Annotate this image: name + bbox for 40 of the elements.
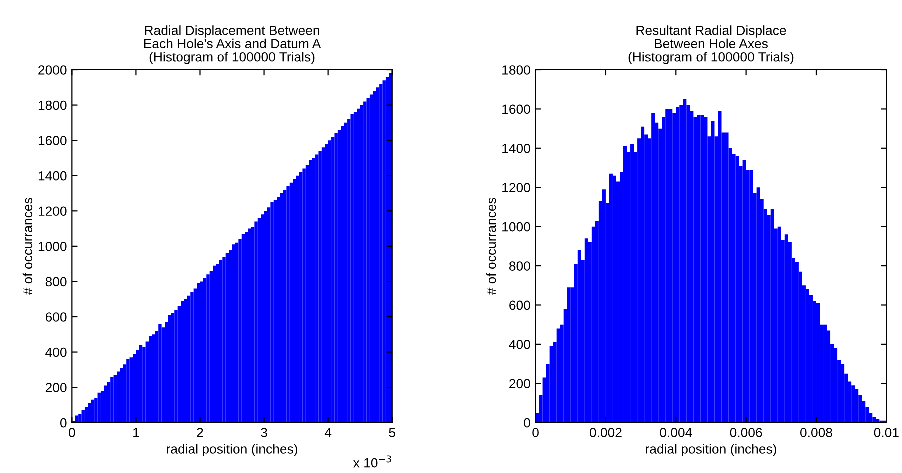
y-tick-label: 1000 <box>502 222 530 232</box>
y-tick-label: 600 <box>46 312 67 322</box>
y-tick-label: 2000 <box>38 66 67 75</box>
y-tick-label: 1400 <box>38 171 67 181</box>
y-tick-label: 1800 <box>38 100 67 110</box>
y-tick-label: 1200 <box>38 206 67 216</box>
y-tick-label: 800 <box>509 262 530 271</box>
x-tick-label: 3 <box>261 428 268 438</box>
y-axis-title: # of occurrances <box>22 198 33 296</box>
y-tick-label: 1400 <box>502 144 530 154</box>
y-tick-label: 600 <box>510 300 530 310</box>
x-axis-title: radial position (inches) <box>167 444 298 456</box>
x-tick-label: 5 <box>389 428 396 438</box>
y-tick-label: 400 <box>46 348 67 358</box>
y-tick-label: 200 <box>46 383 67 392</box>
y-tick-label: 1800 <box>502 66 530 75</box>
x-tick-label: 0.008 <box>800 428 832 438</box>
x-tick-label: 0 <box>532 428 539 438</box>
y-tick-label: 0 <box>60 418 67 428</box>
x-tick-label: 1 <box>134 428 140 438</box>
x-tick-label: 0.01 <box>874 428 899 438</box>
x-tick-label: 2 <box>197 428 204 438</box>
y-axis-title: # of occurrances <box>486 198 496 296</box>
y-tick-label: 400 <box>509 340 530 350</box>
y-tick-label: 200 <box>510 379 530 389</box>
y-tick-label: 800 <box>46 277 67 287</box>
x-tick-label: 4 <box>324 428 332 438</box>
x-tick-label: 0.002 <box>590 428 622 438</box>
x-tick-label: 0 <box>69 428 76 438</box>
x-axis-title: radial position (inches) <box>646 444 776 456</box>
chart-title: Resultant Radial Displace Between Hole Axes (Histogram of 100000 Trials) <box>628 26 794 64</box>
y-tick-label: 1600 <box>38 136 67 146</box>
y-tick-label: 1200 <box>502 183 530 193</box>
chart-title: Radial Displacement Between Each Hole's Axis and Datum A (Histogram of 100000 Trials) <box>144 26 322 64</box>
y-tick-label: 0 <box>524 418 530 428</box>
y-tick-label: 1600 <box>502 104 530 114</box>
x-tick-label: 0.004 <box>660 428 692 438</box>
y-tick-label: 1000 <box>38 242 67 252</box>
text: x 10$^{−3}$ <box>353 456 392 468</box>
x-tick-label: 0.006 <box>730 428 762 438</box>
